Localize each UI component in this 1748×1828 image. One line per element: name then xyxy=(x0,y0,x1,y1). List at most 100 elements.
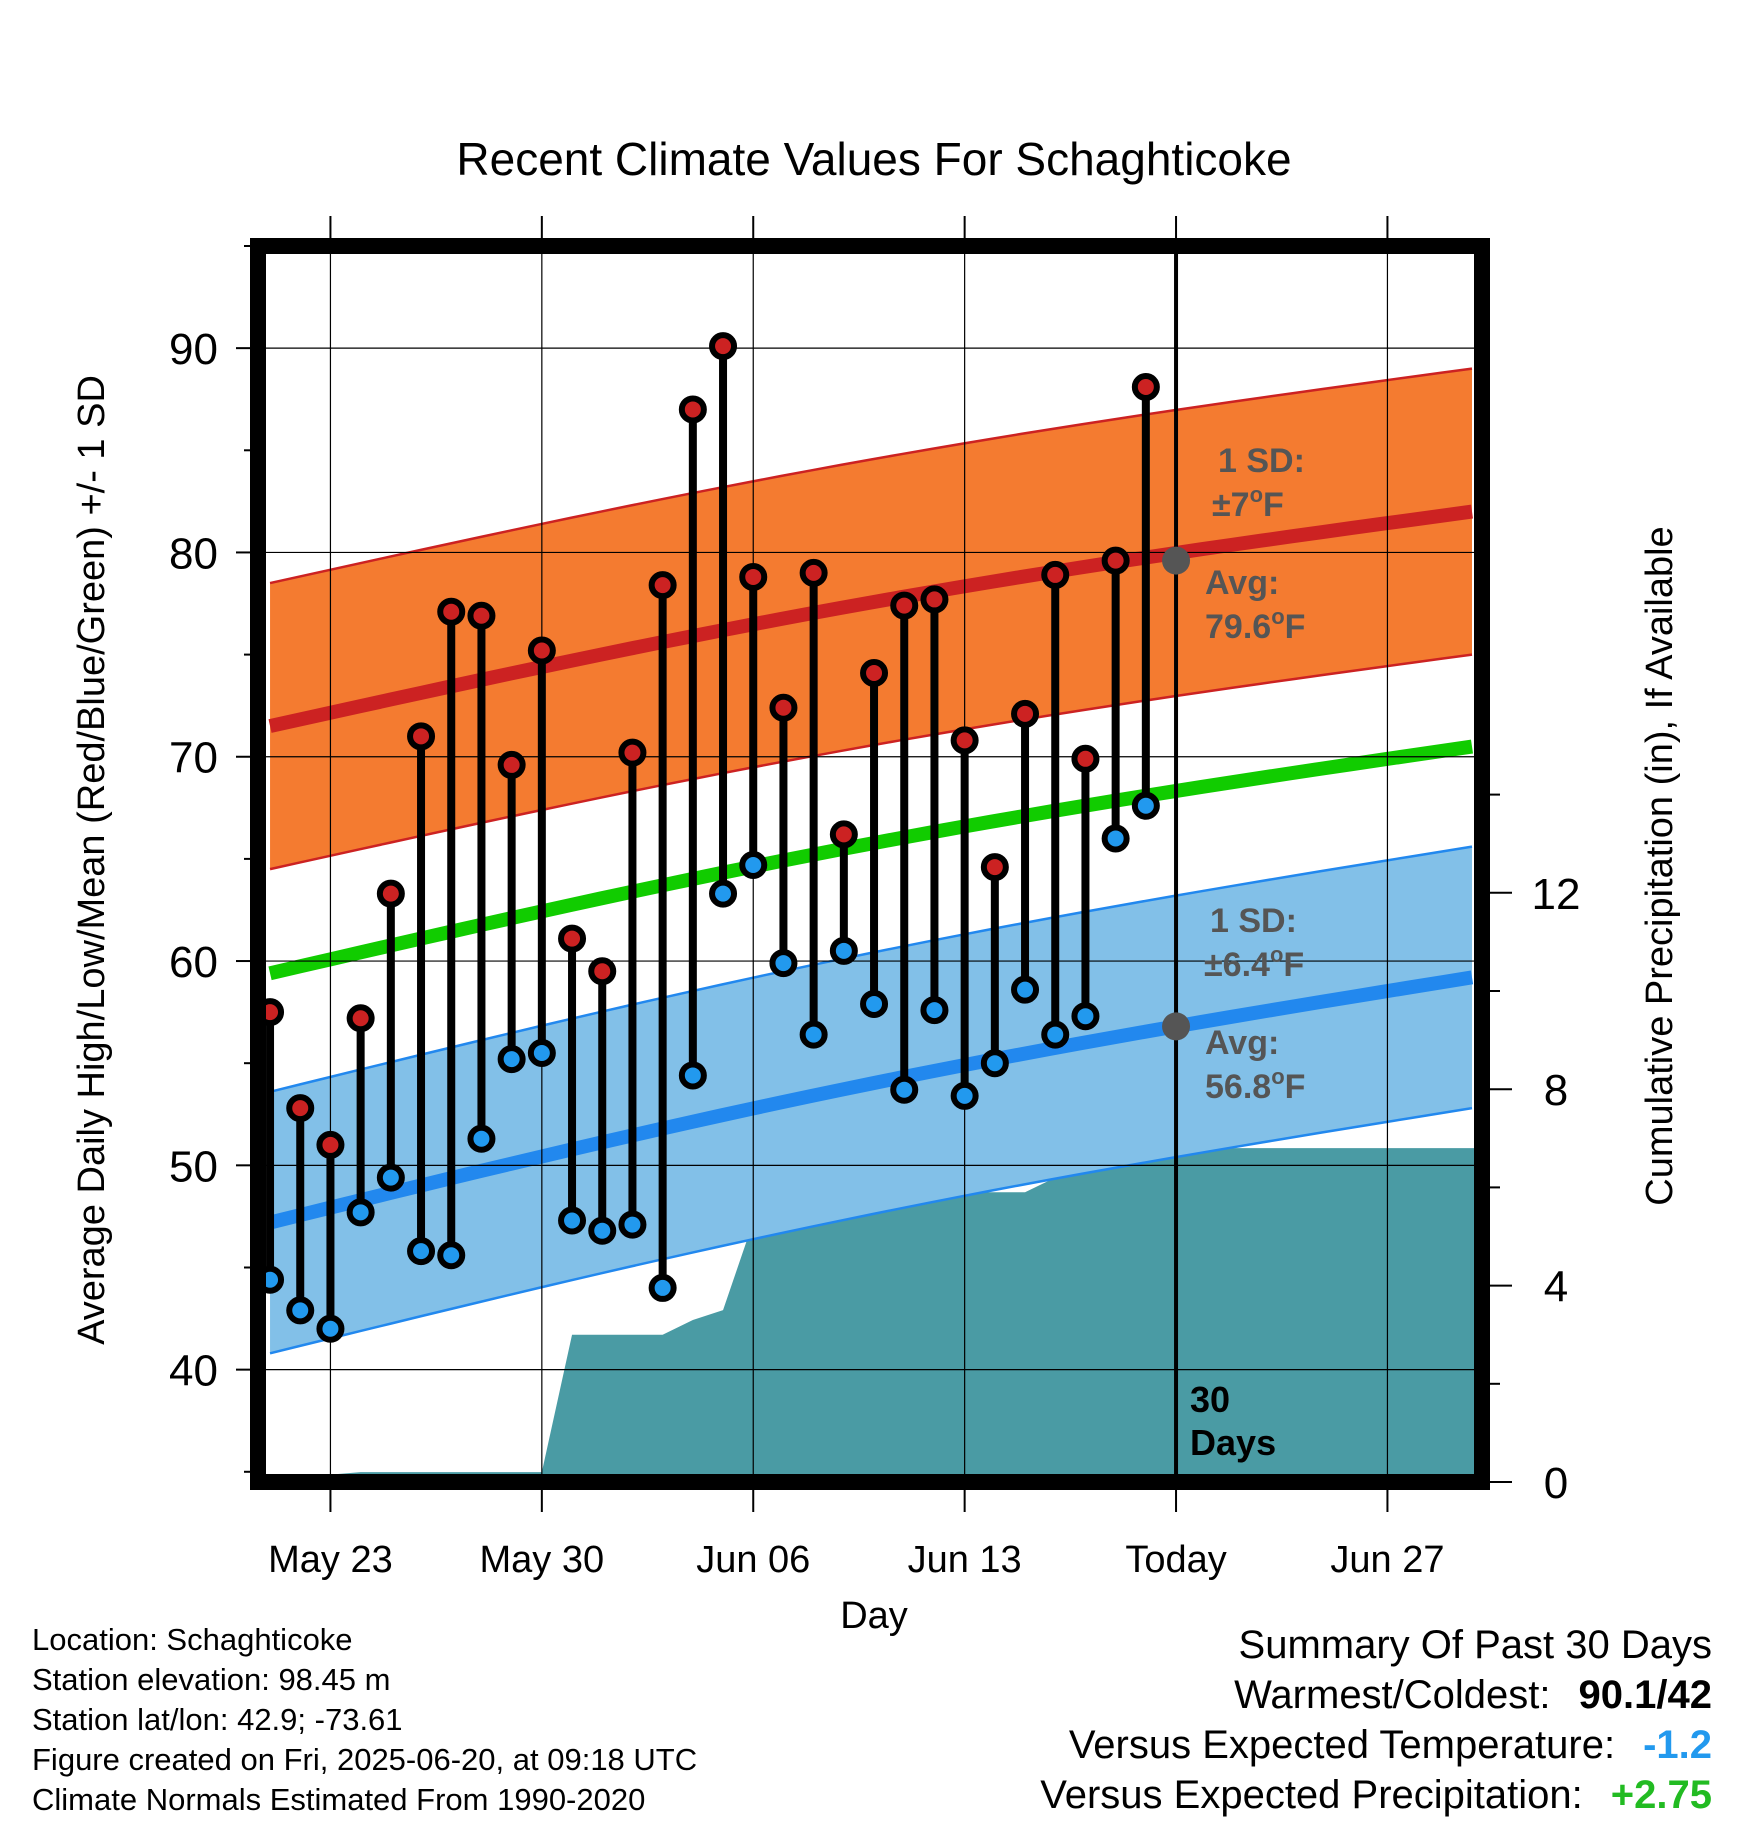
low-avg-label: Avg: xyxy=(1205,1024,1279,1062)
low-point xyxy=(407,1237,436,1266)
low-point xyxy=(739,851,768,880)
summary-panel: Summary Of Past 30 Days Warmest/Coldest:… xyxy=(812,1620,1712,1820)
low-point xyxy=(316,1314,345,1343)
high-point xyxy=(286,1094,315,1123)
high-point xyxy=(769,693,798,722)
low-point xyxy=(920,996,949,1025)
y2-axis-label: Cumulative Precipitation (in), If Availa… xyxy=(1639,526,1681,1205)
today-days-label-2: Days xyxy=(1190,1422,1276,1463)
plot-frame xyxy=(250,238,1490,1490)
high-point xyxy=(739,562,768,591)
summary-temp-row: Versus Expected Temperature: -1.2 xyxy=(812,1720,1712,1770)
low-point xyxy=(1011,975,1040,1004)
high-avg-value-part: 79.6 xyxy=(1205,608,1271,646)
elevation-text: Station elevation: 98.45 m xyxy=(32,1662,391,1697)
high-avg-value: 79.6oF xyxy=(1205,604,1305,646)
high-point xyxy=(558,924,587,953)
low-point xyxy=(769,949,798,978)
high-band xyxy=(270,368,1472,870)
low-point xyxy=(890,1075,919,1104)
high-point xyxy=(920,585,949,614)
high-point xyxy=(346,1004,375,1033)
low-point xyxy=(346,1198,375,1227)
low-band-lower-edge xyxy=(269,1106,1473,1355)
created-text: Figure created on Fri, 2025-06-20, at 09… xyxy=(32,1742,698,1777)
low-point xyxy=(618,1210,647,1239)
latlon-text: Station lat/lon: 42.9; -73.61 xyxy=(32,1702,403,1737)
low-point xyxy=(980,1049,1009,1078)
low-point xyxy=(1041,1020,1070,1049)
high-point xyxy=(980,853,1009,882)
high-point xyxy=(950,726,979,755)
precip-label: Versus Expected Precipitation: xyxy=(1040,1773,1583,1817)
station-info: Location: Schaghticoke Station elevation… xyxy=(32,1620,697,1820)
summary-title: Summary Of Past 30 Days xyxy=(1238,1623,1712,1667)
y-tick-label: 40 xyxy=(169,1347,218,1396)
high-point xyxy=(437,597,466,626)
low-point xyxy=(497,1045,526,1074)
precip-value: +2.75 xyxy=(1610,1773,1712,1817)
high-avg-value-part: F xyxy=(1285,608,1306,646)
warmest-label: Warmest/Coldest: xyxy=(1234,1673,1551,1717)
high-avg-label-part: Avg: xyxy=(1205,564,1279,602)
low-sd-label: 1 SD: xyxy=(1210,902,1297,940)
x-tick-label: Jun 13 xyxy=(908,1539,1022,1581)
normals-text: Climate Normals Estimated From 1990-2020 xyxy=(32,1782,646,1817)
high-point xyxy=(618,738,647,767)
high-point xyxy=(648,571,677,600)
high-sd-value: ±7oF xyxy=(1212,482,1284,524)
high-point xyxy=(316,1130,345,1159)
low-avg-marker xyxy=(1162,1012,1191,1041)
high-sd-label: 1 SD: xyxy=(1218,442,1305,480)
low-point xyxy=(376,1163,405,1192)
high-point xyxy=(829,820,858,849)
high-point xyxy=(799,558,828,587)
low-point xyxy=(1131,791,1160,820)
x-tick-label: Today xyxy=(1125,1539,1226,1581)
summary-warmest-row: Warmest/Coldest: 90.1/42 xyxy=(812,1670,1712,1720)
low-point xyxy=(829,936,858,965)
high-point xyxy=(376,879,405,908)
y-tick-label: 90 xyxy=(169,325,218,374)
low-point xyxy=(1101,824,1130,853)
high-point xyxy=(467,601,496,630)
y2-tick-label: 0 xyxy=(1544,1459,1568,1508)
low-point xyxy=(678,1061,707,1090)
y-tick-label: 50 xyxy=(169,1142,218,1191)
low-point xyxy=(799,1020,828,1049)
temp-value: -1.2 xyxy=(1643,1723,1712,1767)
high-point xyxy=(497,750,526,779)
high-point xyxy=(1011,699,1040,728)
low-avg-value-part: 56.8 xyxy=(1205,1068,1271,1106)
low-point xyxy=(588,1216,617,1245)
high-avg-marker xyxy=(1162,546,1191,575)
high-avg-value-part: o xyxy=(1271,604,1284,629)
low-avg-line xyxy=(268,970,1474,1230)
high-point xyxy=(527,636,556,665)
y-tick-label: 60 xyxy=(169,938,218,987)
high-point xyxy=(588,957,617,986)
high-point xyxy=(678,395,707,424)
x-tick-label: May 23 xyxy=(268,1539,393,1581)
low-point xyxy=(558,1206,587,1235)
low-avg-label-part: Avg: xyxy=(1205,1024,1279,1062)
low-sd-value: ±6.4oF xyxy=(1204,942,1304,984)
warmest-value: 90.1/42 xyxy=(1578,1673,1712,1717)
y-tick-label: 80 xyxy=(169,529,218,578)
low-sd-value-part: o xyxy=(1270,942,1283,967)
high-avg-line xyxy=(268,504,1473,733)
low-sd-label-part: 1 SD: xyxy=(1210,902,1297,940)
low-point xyxy=(467,1124,496,1153)
high-point xyxy=(1071,744,1100,773)
low-avg-value-part: F xyxy=(1285,1068,1306,1106)
low-point xyxy=(1071,1002,1100,1031)
y2-tick-label: 8 xyxy=(1544,1066,1568,1115)
high-avg-label: Avg: xyxy=(1205,564,1279,602)
low-point xyxy=(648,1273,677,1302)
low-sd-value-part: F xyxy=(1283,946,1304,984)
low-point xyxy=(527,1038,556,1067)
low-point xyxy=(950,1081,979,1110)
high-sd-value-part: ±7 xyxy=(1212,486,1250,524)
high-point xyxy=(1041,560,1070,589)
